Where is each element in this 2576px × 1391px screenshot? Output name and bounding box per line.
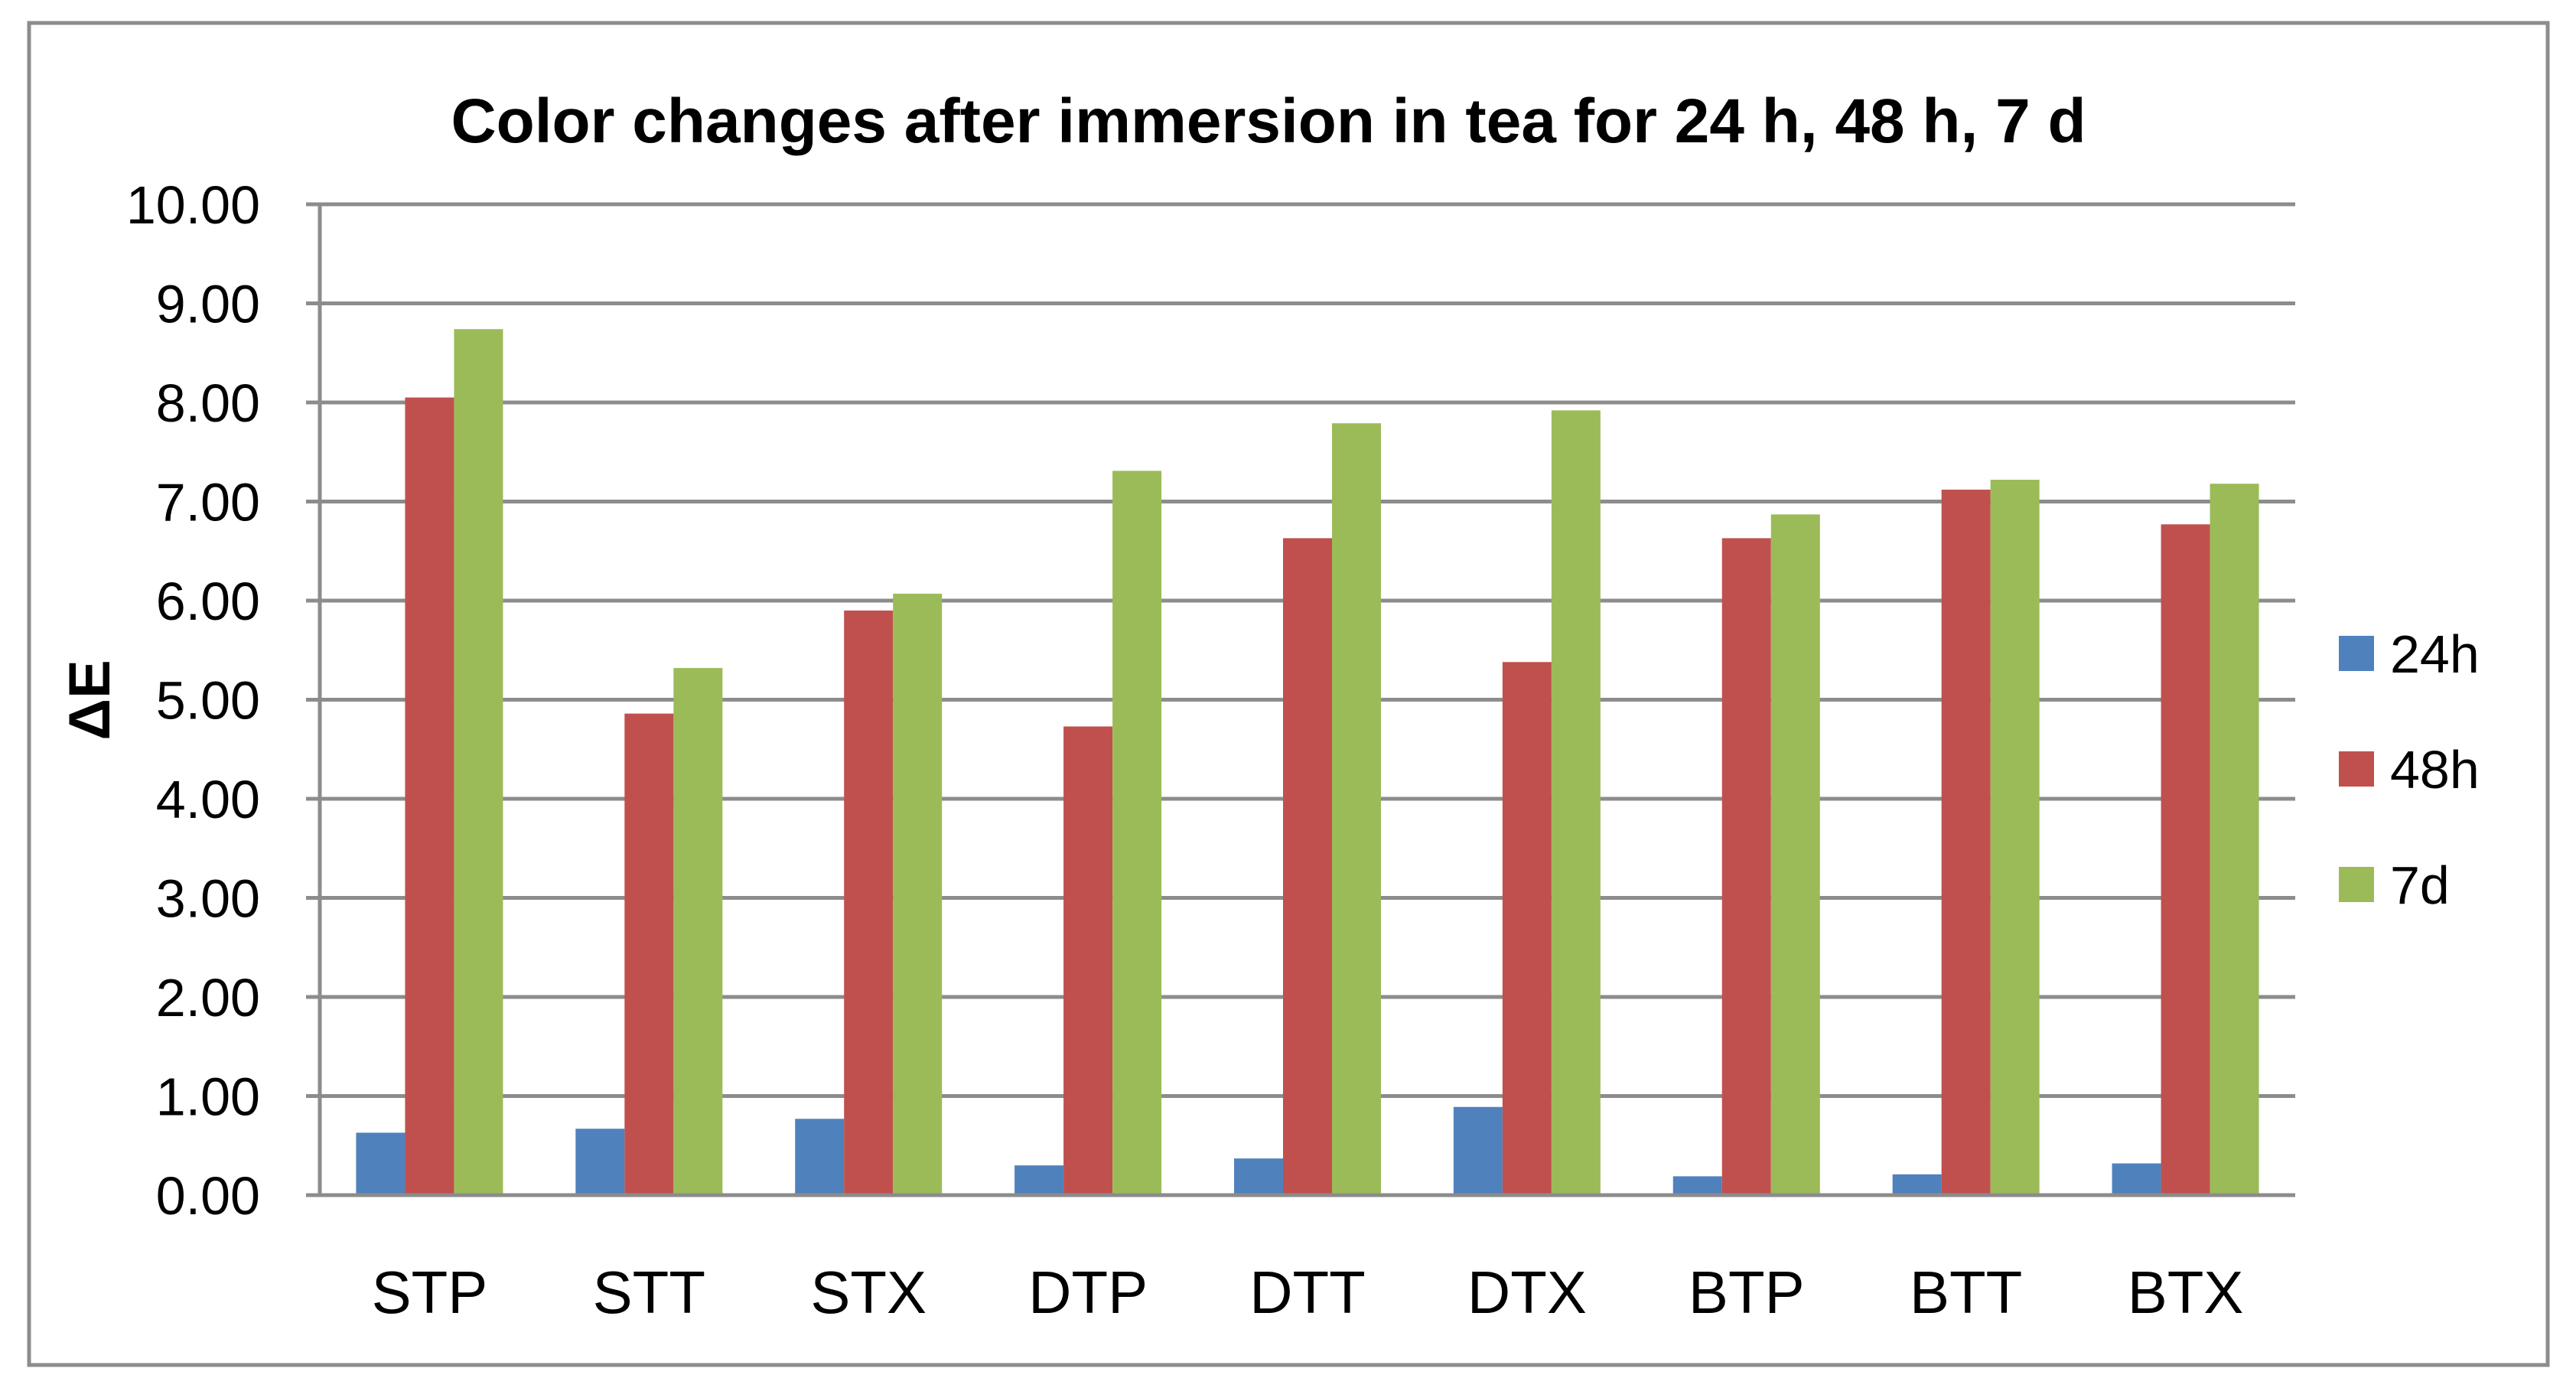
- bar-48h-DTX: [1502, 662, 1552, 1195]
- bar-48h-STT: [624, 713, 674, 1195]
- x-category-label: BTP: [1689, 1259, 1805, 1326]
- axes: [318, 204, 2295, 1197]
- bars: [356, 329, 2259, 1195]
- y-axis-label: ΔE: [57, 660, 122, 740]
- bar-7d-STP: [454, 329, 503, 1195]
- bar-7d-STX: [893, 593, 943, 1195]
- legend-swatch-7d: [2339, 867, 2374, 902]
- bar-24h-STP: [356, 1132, 405, 1195]
- category-labels: STP STT STX DTP DTT DTX BTP BTT BTX: [372, 1259, 2244, 1326]
- bar-24h-STX: [795, 1119, 845, 1195]
- y-tick-label: 2.00: [156, 968, 260, 1028]
- bar-7d-DTP: [1112, 471, 1162, 1195]
- x-category-label: STT: [593, 1259, 705, 1326]
- bar-24h-STT: [575, 1129, 625, 1195]
- x-category-label: DTX: [1467, 1259, 1587, 1326]
- bar-48h-STP: [405, 397, 454, 1195]
- y-tick-label: 7.00: [156, 473, 260, 533]
- bar-48h-DTT: [1283, 538, 1332, 1195]
- x-category-label: DTP: [1028, 1259, 1148, 1326]
- bar-7d-STT: [673, 668, 723, 1195]
- legend-swatch-48h: [2339, 751, 2374, 787]
- legend-swatch-24h: [2339, 636, 2374, 671]
- bar-7d-BTT: [1990, 480, 2040, 1195]
- bar-48h-BTP: [1721, 538, 1771, 1195]
- y-tick-label: 1.00: [156, 1067, 260, 1127]
- bar-48h-STX: [844, 610, 894, 1195]
- bar-24h-BTT: [1892, 1174, 1942, 1195]
- bar-48h-DTP: [1063, 726, 1113, 1195]
- x-category-label: STP: [372, 1259, 488, 1326]
- bar-24h-BTP: [1672, 1176, 1722, 1195]
- legend-label-24h: 24h: [2390, 624, 2480, 684]
- x-category-label: BTT: [1910, 1259, 2022, 1326]
- bar-48h-BTT: [1941, 489, 1991, 1195]
- bar-24h-DTT: [1234, 1158, 1283, 1195]
- y-tick-label: 3.00: [156, 869, 260, 929]
- x-category-label: DTT: [1249, 1259, 1366, 1326]
- bar-7d-BTP: [1770, 514, 1820, 1195]
- x-category-label: STX: [810, 1259, 927, 1326]
- bar-24h-BTX: [2112, 1163, 2161, 1195]
- bar-7d-BTX: [2210, 484, 2259, 1195]
- y-tick-label: 10.00: [126, 175, 260, 235]
- y-tick-labels: 0.00 1.00 2.00 3.00 4.00 5.00 6.00 7.00 8.00 9.00…: [126, 175, 260, 1226]
- legend: 24h 48h 7d: [2339, 624, 2480, 915]
- y-tick-label: 9.00: [156, 275, 260, 334]
- x-category-label: BTX: [2128, 1259, 2244, 1326]
- bar-7d-DTT: [1332, 423, 1381, 1195]
- chart-title: Color changes after immersion in tea for…: [451, 86, 2086, 156]
- y-tick-label: 4.00: [156, 770, 260, 829]
- legend-label-7d: 7d: [2390, 855, 2450, 915]
- bar-24h-DTP: [1014, 1165, 1064, 1195]
- y-tick-label: 5.00: [156, 671, 260, 731]
- y-tick-label: 6.00: [156, 572, 260, 631]
- legend-label-48h: 48h: [2390, 740, 2480, 800]
- bar-48h-BTX: [2161, 524, 2210, 1195]
- y-tick-label: 8.00: [156, 373, 260, 433]
- y-tick-label: 0.00: [156, 1166, 260, 1226]
- bar-24h-DTX: [1453, 1106, 1503, 1195]
- bar-7d-DTX: [1551, 410, 1601, 1195]
